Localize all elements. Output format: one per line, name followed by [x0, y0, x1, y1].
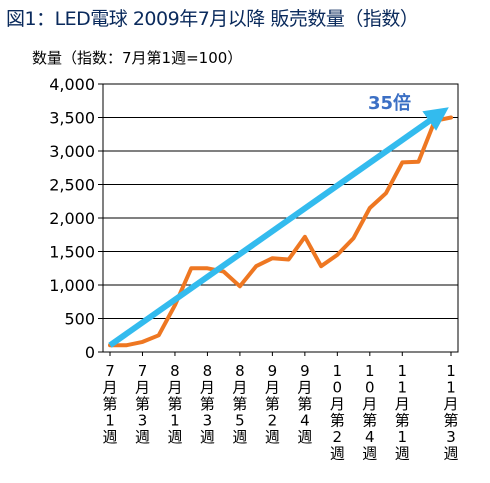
y-tick-label: 3,500	[49, 109, 95, 128]
y-tick-label: 0	[85, 343, 95, 362]
x-tick-label: 1 0 月第 2 週	[330, 362, 345, 463]
chart-title: 図1：LED電球 2009年7月以降 販売数量（指数）	[6, 8, 419, 30]
x-tick-label: 7 月第 1 週	[102, 362, 117, 446]
x-tick-label: 1 0 月第 4 週	[362, 362, 377, 463]
x-tick-label: 8 月第 3 週	[200, 362, 215, 446]
y-tick-label: 500	[64, 310, 95, 329]
trend-arrow	[108, 107, 449, 348]
x-tick-label: 8 月第 1 週	[167, 362, 182, 446]
y-tick-label: 1,000	[49, 276, 95, 295]
y-tick-label: 1,500	[49, 243, 95, 262]
x-tick-label: 7 月第 3 週	[135, 362, 150, 446]
y-tick-label: 2,500	[49, 176, 95, 195]
x-tick-label: 8 月第 5 週	[232, 362, 247, 446]
chart-subtitle: 数量（指数：7月第1週=100）	[32, 49, 243, 67]
y-tick-label: 4,000	[49, 75, 95, 94]
x-tick-label: 1 1 月第 3 週	[443, 362, 458, 463]
x-tick-label: 9 月第 2 週	[265, 362, 280, 446]
annotation-label: 35倍	[368, 92, 411, 114]
y-tick-label: 2,000	[49, 209, 95, 228]
x-tick-label: 9 月第 4 週	[297, 362, 312, 446]
x-tick-label: 1 1 月第 1 週	[395, 362, 410, 463]
y-tick-label: 3,000	[49, 142, 95, 161]
series-line	[108, 115, 453, 348]
